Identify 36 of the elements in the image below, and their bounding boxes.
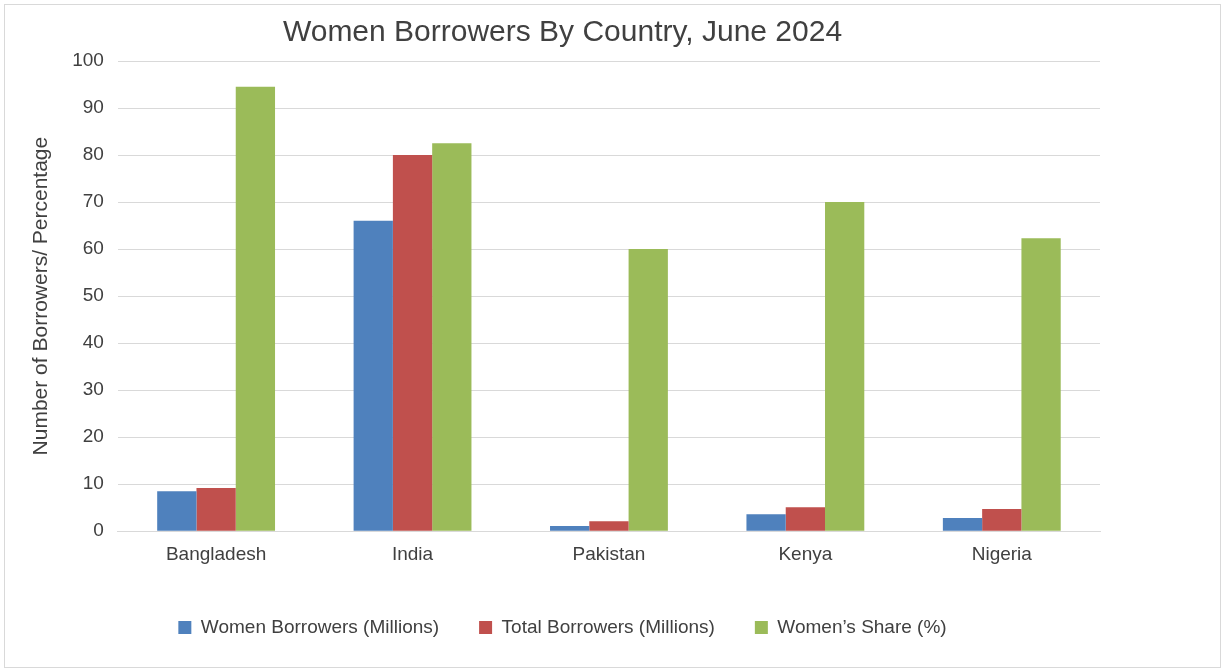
y-tick-label: 80 <box>82 143 104 165</box>
bar <box>550 526 590 531</box>
chart-title: Women Borrowers By Country, June 2024 <box>282 14 843 48</box>
bar <box>432 143 472 531</box>
bar <box>942 518 983 531</box>
bar <box>785 507 826 531</box>
bar <box>628 249 668 531</box>
y-tick-label: 40 <box>82 331 104 353</box>
bar <box>235 86 276 531</box>
y-tick-label: 90 <box>82 96 104 118</box>
y-tick-label: 20 <box>82 425 104 447</box>
legend-label: Women’s Share (%) <box>777 615 947 637</box>
y-axis-title: Number of Borrowers/ Percentage <box>28 136 52 456</box>
legend-label: Total Borrowers (Millions) <box>501 615 715 637</box>
bar <box>353 220 393 531</box>
y-tick-label: 10 <box>82 472 104 494</box>
x-tick-label: Kenya <box>778 542 833 564</box>
bar <box>392 155 433 531</box>
bar <box>196 487 236 531</box>
y-tick-label: 60 <box>82 237 104 259</box>
x-tick-label: Pakistan <box>572 542 646 564</box>
y-tick-label: 70 <box>82 190 104 212</box>
bar <box>589 521 629 531</box>
y-tick-label: 30 <box>82 378 104 400</box>
bar <box>982 509 1022 531</box>
x-tick-label: Nigeria <box>971 542 1033 564</box>
x-tick-label: Bangladesh <box>165 542 267 564</box>
y-tick-label: 0 <box>93 519 104 541</box>
x-tick-label: India <box>391 542 434 564</box>
y-tick-label: 100 <box>72 49 104 71</box>
bar <box>1021 238 1061 531</box>
bar <box>825 202 865 531</box>
bar <box>157 491 197 531</box>
legend-label: Women Borrowers (Millions) <box>200 615 440 637</box>
y-tick-label: 50 <box>82 284 104 306</box>
bar <box>746 514 786 531</box>
